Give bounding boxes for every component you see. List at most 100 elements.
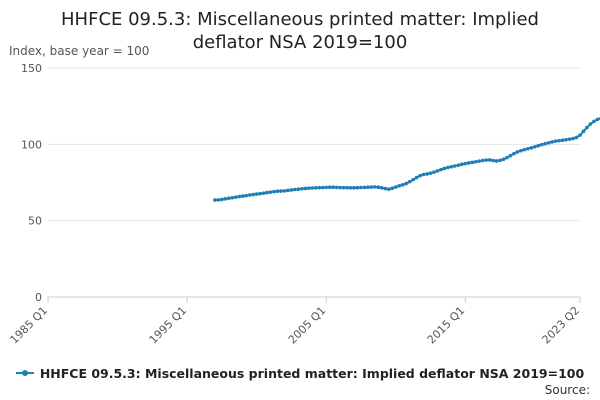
y-tick-label: 50 <box>28 215 42 228</box>
data-point <box>244 193 248 198</box>
data-point <box>470 160 475 165</box>
x-tick-label: 2023 Q2 <box>540 304 583 347</box>
data-point <box>286 188 290 193</box>
x-tick-label: 2015 Q1 <box>425 304 468 347</box>
data-point <box>296 187 301 192</box>
data-point <box>324 185 328 190</box>
data-point <box>501 157 506 162</box>
data-point <box>522 147 527 152</box>
data-point <box>592 119 596 124</box>
data-point <box>533 144 537 149</box>
data-point <box>338 185 342 190</box>
chart-title: HHFCE 09.5.3: Miscellaneous printed matt… <box>0 8 600 54</box>
data-point <box>247 193 252 197</box>
data-point <box>265 190 269 195</box>
data-point <box>477 159 481 163</box>
data-point <box>459 162 464 167</box>
data-point <box>240 194 245 198</box>
legend-label: HHFCE 09.5.3: Miscellaneous printed matt… <box>39 366 585 381</box>
y-tick-label: 0 <box>35 291 42 304</box>
data-point <box>418 173 422 178</box>
data-point <box>313 186 318 190</box>
data-point <box>320 185 325 190</box>
data-point <box>317 185 322 190</box>
data-point <box>487 158 492 162</box>
data-point <box>282 189 287 193</box>
data-point <box>310 186 315 190</box>
data-point <box>348 186 353 190</box>
data-point <box>585 125 589 130</box>
data-point <box>289 188 294 192</box>
data-point <box>546 141 551 145</box>
data-point <box>345 185 349 190</box>
data-point <box>435 169 440 173</box>
data-point <box>453 164 457 168</box>
data-point <box>233 195 238 199</box>
data-point <box>564 137 568 142</box>
y-tick-label: 100 <box>21 138 42 151</box>
series-line <box>214 117 600 202</box>
data-point <box>407 179 412 184</box>
data-point <box>380 186 384 190</box>
data-point <box>279 189 283 193</box>
data-point <box>581 129 586 134</box>
data-point <box>237 194 242 199</box>
source-label: Source: <box>544 383 590 397</box>
data-point <box>386 187 391 192</box>
data-point <box>553 139 558 143</box>
data-point <box>550 140 554 144</box>
data-point <box>425 172 429 176</box>
data-point <box>251 192 255 197</box>
data-point <box>428 171 433 175</box>
data-point <box>567 137 572 141</box>
data-point <box>404 181 408 186</box>
data-point <box>536 143 541 148</box>
data-point <box>390 186 395 191</box>
data-point <box>272 189 276 194</box>
data-point <box>331 185 335 190</box>
data-point <box>400 182 405 187</box>
data-point <box>432 170 436 174</box>
data-point <box>446 165 450 170</box>
data-point <box>463 161 468 166</box>
data-point <box>557 138 561 143</box>
data-point <box>505 155 509 160</box>
data-point <box>508 153 513 158</box>
data-point <box>539 142 544 147</box>
data-point <box>293 187 297 192</box>
data-point <box>303 186 308 191</box>
data-point <box>574 135 579 140</box>
x-tick-label: 1985 Q1 <box>8 304 51 347</box>
data-point <box>512 151 516 156</box>
data-point <box>213 198 217 202</box>
data-point <box>223 197 228 201</box>
data-point <box>275 189 280 193</box>
data-point <box>227 196 231 201</box>
data-point <box>397 184 401 188</box>
data-point <box>341 185 346 190</box>
data-point <box>442 166 447 171</box>
chart-title-line-2: deflator NSA 2019=100 <box>192 32 408 53</box>
data-point <box>362 185 367 190</box>
data-point <box>491 158 495 163</box>
data-point <box>327 185 332 190</box>
legend[interactable]: HHFCE 09.5.3: Miscellaneous printed matt… <box>0 366 600 381</box>
data-point <box>519 148 523 153</box>
y-axis-label: Index, base year = 100 <box>9 44 150 58</box>
data-point <box>484 158 488 162</box>
data-point <box>393 185 398 189</box>
data-point <box>383 186 388 191</box>
data-point <box>560 138 565 143</box>
data-point <box>300 186 304 191</box>
data-point <box>421 172 426 177</box>
data-point <box>414 175 419 180</box>
data-point <box>230 195 235 200</box>
data-point <box>373 185 377 189</box>
data-point <box>595 117 600 122</box>
data-point <box>526 146 530 151</box>
data-point <box>366 185 370 190</box>
data-point <box>220 197 224 202</box>
data-point <box>261 191 266 195</box>
data-point <box>258 191 262 196</box>
